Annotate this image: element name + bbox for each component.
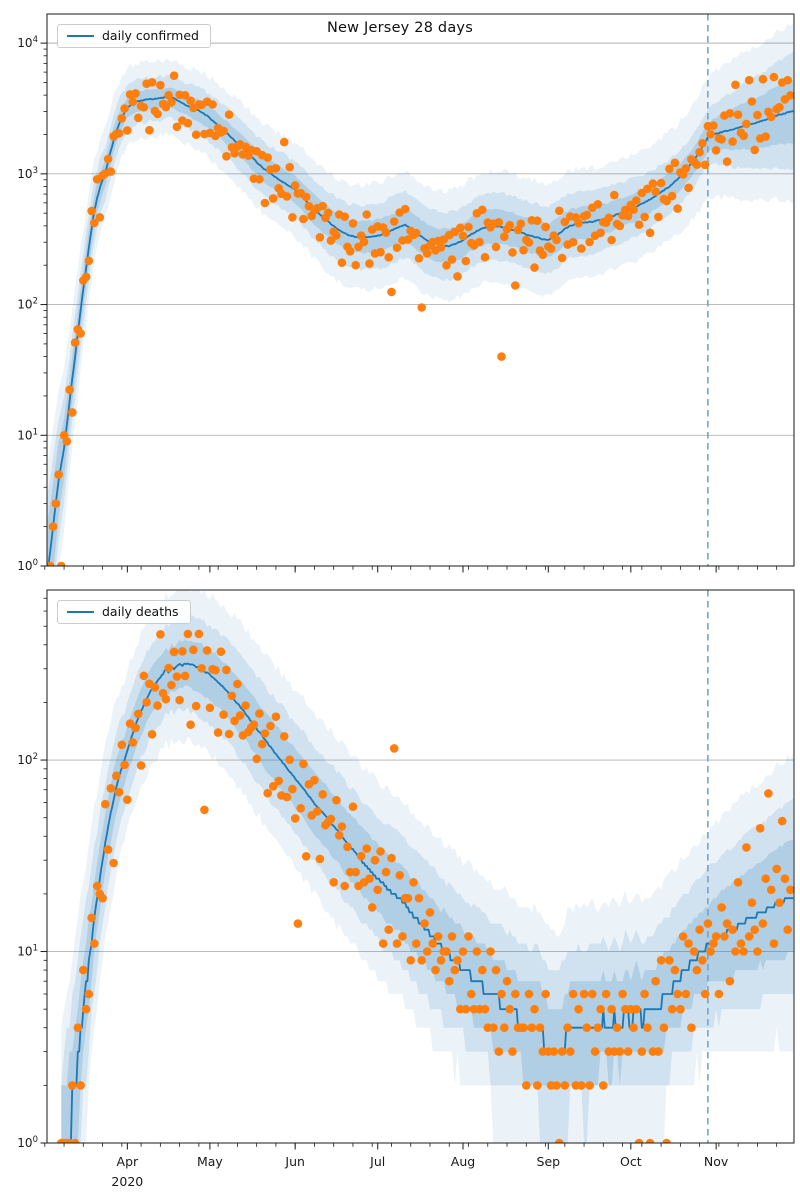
uncertainty-band-1 bbox=[47, 51, 794, 566]
plot-area bbox=[47, 14, 794, 566]
svg-text:101: 101 bbox=[17, 427, 38, 442]
x-tick-label: Sep bbox=[537, 1154, 561, 1169]
legend-label-deaths: daily deaths bbox=[102, 604, 179, 619]
chart-title: New Jersey 28 days bbox=[327, 20, 473, 36]
x-axis-year-label: 2020 bbox=[111, 1174, 143, 1189]
x-tick-label: Jun bbox=[284, 1154, 305, 1169]
y-axis-ticks: 100 101 102 bbox=[17, 597, 47, 1150]
svg-text:102: 102 bbox=[17, 752, 38, 767]
observation-dots bbox=[47, 71, 794, 566]
x-tick-label: Aug bbox=[451, 1154, 475, 1169]
legend-label-confirmed: daily confirmed bbox=[102, 28, 199, 43]
x-axis-ticks bbox=[44, 566, 778, 573]
axes-frame bbox=[46, 13, 795, 567]
legend-daily-confirmed: daily confirmed bbox=[57, 24, 211, 48]
legend-daily-deaths: daily deaths bbox=[57, 600, 191, 624]
x-tick-label: May bbox=[197, 1154, 223, 1169]
x-tick-label: Apr bbox=[117, 1154, 139, 1169]
fit-line bbox=[61, 662, 794, 1143]
x-axis-labels: Apr May Jun Jul Aug Sep Oct Nov 2020 bbox=[111, 1154, 728, 1189]
uncertainty-band-0 bbox=[61, 590, 794, 1143]
axes-frame bbox=[46, 589, 795, 1144]
subplot-deaths: 100 101 102 Apr May Jun Jul Aug Sep Oct Nov 2020 bbox=[17, 589, 795, 1189]
x-axis-ticks bbox=[44, 1143, 778, 1150]
x-tick-label: Oct bbox=[620, 1154, 642, 1169]
uncertainty-band-2 bbox=[61, 638, 794, 1143]
legend-line-sample bbox=[67, 610, 94, 613]
subplot-confirmed: 100 101 102 103 104 bbox=[17, 13, 795, 573]
y-axis-ticks: 100 101 102 103 104 bbox=[17, 35, 47, 573]
uncertainty-band-0 bbox=[47, 22, 794, 566]
uncertainty-band-2 bbox=[47, 80, 794, 566]
svg-text:102: 102 bbox=[17, 297, 38, 312]
observation-dots bbox=[57, 629, 794, 1143]
legend-line-sample bbox=[67, 34, 94, 37]
svg-text:103: 103 bbox=[17, 166, 38, 181]
plot-area bbox=[57, 590, 794, 1143]
x-tick-label: Jul bbox=[369, 1154, 385, 1169]
x-tick-label: Nov bbox=[704, 1154, 729, 1169]
svg-text:100: 100 bbox=[17, 558, 38, 573]
svg-text:101: 101 bbox=[17, 944, 38, 959]
svg-text:104: 104 bbox=[17, 35, 38, 50]
svg-text:100: 100 bbox=[17, 1135, 38, 1150]
